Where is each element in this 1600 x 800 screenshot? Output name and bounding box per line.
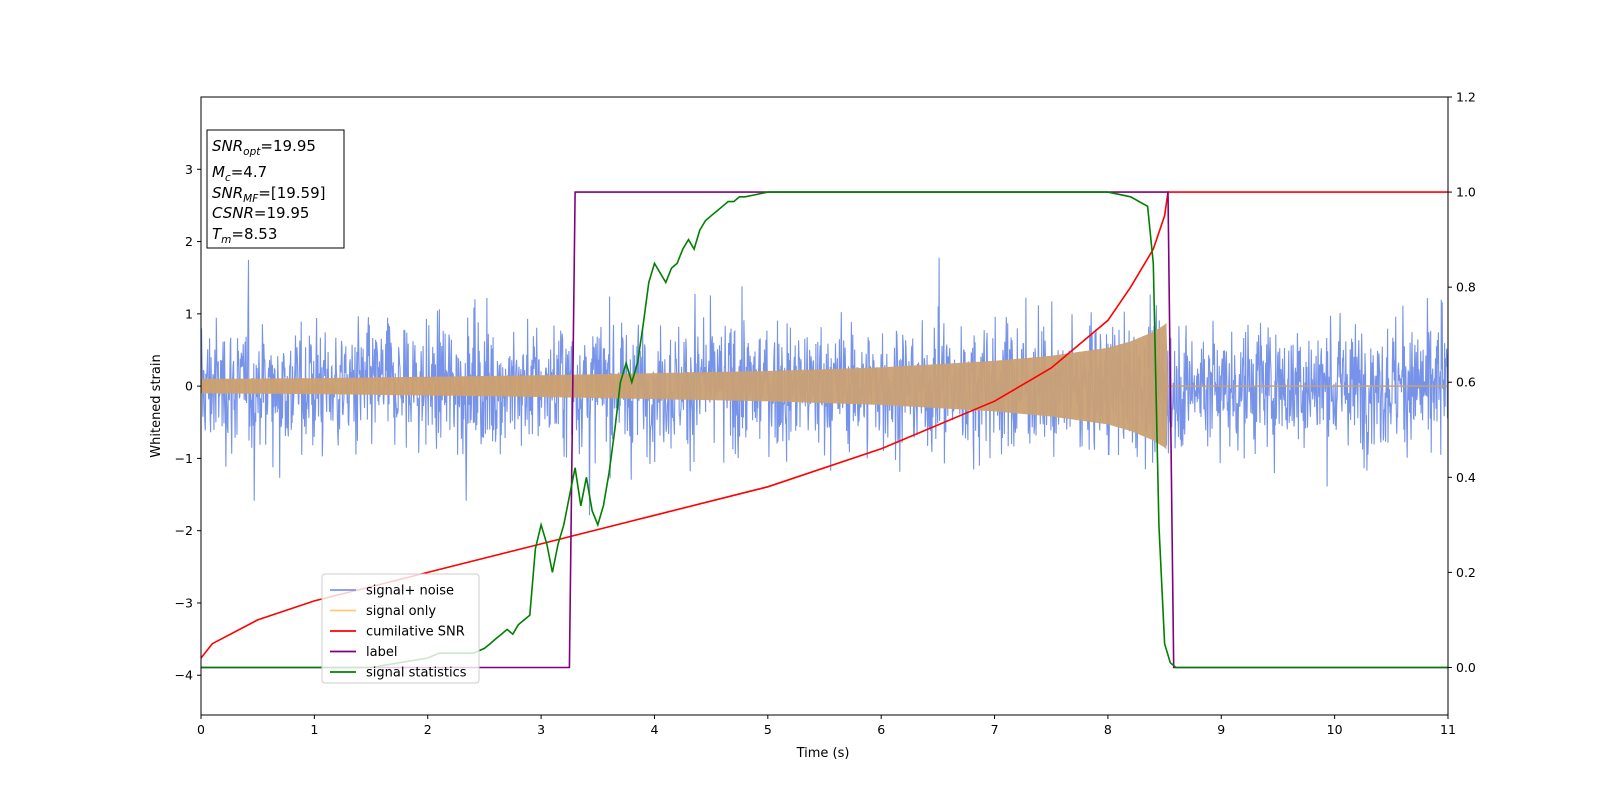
annotation-snr-mf-value: =[19.59] bbox=[258, 184, 325, 202]
annotation-mc-main: M bbox=[212, 163, 225, 181]
y-tick-label: 2 bbox=[185, 234, 193, 249]
annotation-snr-opt-main: SNR bbox=[212, 137, 243, 155]
annotation-snr-mf-main: SNR bbox=[212, 184, 243, 202]
y2-tick-label: 1.2 bbox=[1456, 90, 1476, 105]
y-tick-label: −1 bbox=[175, 451, 193, 466]
y2-axis-ticks: 1.2 1.0 0.8 0.6 0.4 0.2 0.0 bbox=[1448, 90, 1476, 675]
y2-tick-label: 0.4 bbox=[1456, 470, 1476, 485]
legend-label: signal statistics bbox=[366, 666, 467, 681]
annotation-mc-sub: c bbox=[225, 172, 231, 184]
series-lines bbox=[201, 191, 1448, 669]
x-tick-label: 11 bbox=[1440, 722, 1456, 737]
annotation-snr-opt: SNRopt=19.95 bbox=[212, 137, 316, 158]
y-tick-label: −2 bbox=[175, 523, 193, 538]
x-tick-label: 1 bbox=[310, 722, 318, 737]
signal-only-band bbox=[201, 322, 1168, 450]
axes-frame bbox=[200, 96, 1449, 716]
y-tick-label: −4 bbox=[175, 668, 193, 683]
legend: signal+ noise signal only cumilative SNR la… bbox=[321, 573, 480, 684]
annotation-csnr: CSNR=19.95 bbox=[212, 204, 309, 222]
x-tick-label: 9 bbox=[1217, 722, 1225, 737]
x-tick-label: 4 bbox=[650, 722, 658, 737]
y2-tick-label: 0.0 bbox=[1456, 660, 1476, 675]
annotation-tm-main: T bbox=[212, 225, 223, 243]
legend-frame bbox=[321, 573, 480, 684]
x-tick-label: 7 bbox=[991, 722, 999, 737]
annotation-tm-value: =8.53 bbox=[231, 225, 277, 243]
annotation-box: SNRopt=19.95 Mc=4.7 SNRMF=[19.59] CSNR=1… bbox=[206, 129, 345, 249]
x-axis-ticks: 0 1 2 3 4 5 6 7 8 9 10 11 bbox=[197, 715, 1456, 737]
annotation-snr-mf-sub: MF bbox=[243, 193, 259, 205]
y-tick-label: −3 bbox=[175, 595, 193, 610]
series-line-signal-statistics bbox=[201, 191, 1448, 669]
signal-plus-noise-line bbox=[201, 257, 1448, 516]
x-tick-label: 3 bbox=[537, 722, 545, 737]
annotation-csnr-main: CSNR bbox=[212, 204, 254, 222]
annotation-tm: Tm=8.53 bbox=[212, 225, 277, 246]
y-tick-label: 0 bbox=[185, 379, 193, 394]
signal-only-oscillation bbox=[201, 373, 633, 399]
y2-tick-label: 1.0 bbox=[1456, 185, 1476, 200]
x-tick-label: 8 bbox=[1104, 722, 1112, 737]
series-line-cumilative-snr bbox=[201, 191, 1448, 659]
annotation-frame bbox=[206, 129, 345, 249]
legend-label: cumilative SNR bbox=[366, 625, 465, 640]
y2-tick-label: 0.8 bbox=[1456, 280, 1476, 295]
x-tick-label: 5 bbox=[764, 722, 772, 737]
y-tick-label: 3 bbox=[185, 162, 193, 177]
legend-label: signal+ noise bbox=[366, 584, 454, 599]
y2-tick-label: 0.6 bbox=[1456, 375, 1476, 390]
annotation-csnr-value: =19.95 bbox=[254, 204, 310, 222]
x-tick-label: 2 bbox=[424, 722, 432, 737]
y-axis-label: Whitened strain bbox=[149, 354, 164, 457]
annotation-snr-opt-value: =19.95 bbox=[260, 137, 316, 155]
y2-tick-label: 0.2 bbox=[1456, 565, 1476, 580]
y-axis-ticks: 3 2 1 0 −1 −2 −3 −4 bbox=[175, 162, 201, 683]
annotation-tm-sub: m bbox=[221, 234, 231, 246]
legend-label: signal only bbox=[366, 604, 436, 619]
x-tick-label: 0 bbox=[197, 722, 205, 737]
series-signal-only bbox=[201, 322, 1448, 450]
legend-label: label bbox=[366, 645, 397, 660]
series-signal-plus-noise bbox=[201, 257, 1448, 516]
annotation-mc-value: =4.7 bbox=[231, 163, 267, 181]
y-tick-label: 1 bbox=[185, 306, 193, 321]
annotation-snr-mf: SNRMF=[19.59] bbox=[212, 184, 326, 205]
x-axis-label: Time (s) bbox=[796, 746, 850, 761]
annotation-snr-opt-sub: opt bbox=[243, 146, 261, 158]
x-tick-label: 6 bbox=[877, 722, 885, 737]
annotation-mc: Mc=4.7 bbox=[212, 163, 267, 184]
x-tick-label: 10 bbox=[1327, 722, 1343, 737]
